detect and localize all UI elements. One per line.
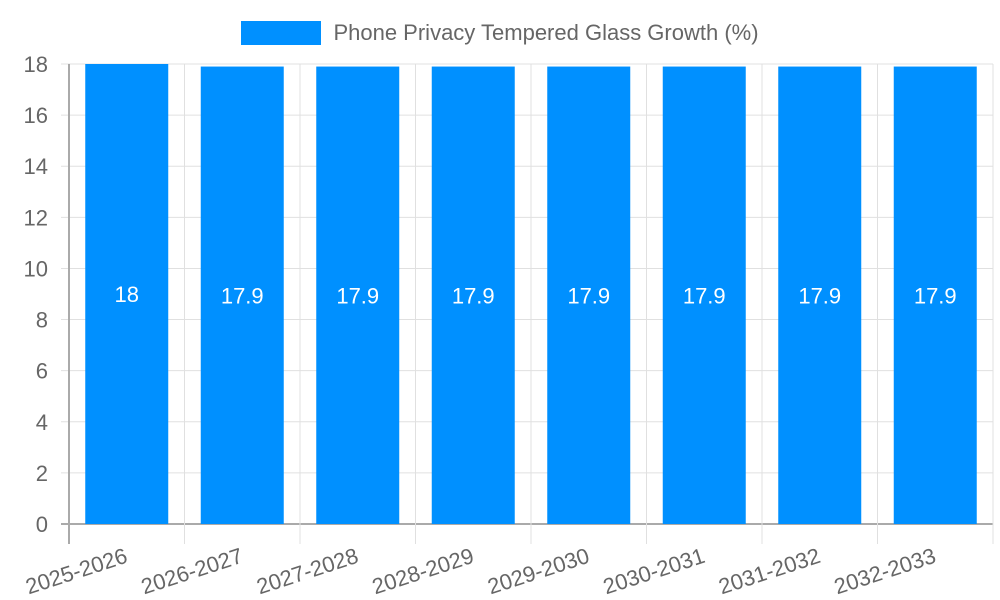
x-tick-label: 2026-2027 bbox=[138, 543, 246, 599]
x-tick-label: 2031-2032 bbox=[716, 543, 824, 599]
legend-swatch[interactable] bbox=[241, 21, 322, 45]
bar-value-label: 17.9 bbox=[336, 283, 379, 308]
chart-legend: Phone Privacy Tempered Glass Growth (%) bbox=[0, 20, 1000, 46]
y-tick-label: 10 bbox=[24, 256, 48, 281]
x-tick-label: 2030-2031 bbox=[600, 543, 708, 599]
bar[interactable] bbox=[431, 66, 515, 525]
bar-value-label: 18 bbox=[115, 282, 139, 307]
bar[interactable] bbox=[316, 66, 400, 525]
bar[interactable] bbox=[893, 66, 977, 525]
bar-value-label: 17.9 bbox=[221, 283, 264, 308]
x-tick-label: 2028-2029 bbox=[369, 543, 477, 599]
y-tick-label: 18 bbox=[24, 52, 48, 77]
bar-value-label: 17.9 bbox=[914, 283, 957, 308]
bar-value-label: 17.9 bbox=[452, 283, 495, 308]
y-tick-label: 2 bbox=[36, 461, 48, 486]
x-tick-label: 2029-2030 bbox=[485, 543, 593, 599]
legend-label: Phone Privacy Tempered Glass Growth (%) bbox=[333, 20, 759, 45]
y-tick-label: 12 bbox=[24, 205, 48, 230]
y-tick-label: 14 bbox=[24, 154, 48, 179]
y-tick-label: 8 bbox=[36, 308, 48, 333]
x-tick-label: 2032-2033 bbox=[831, 543, 939, 599]
bar[interactable] bbox=[662, 66, 746, 525]
y-tick-label: 6 bbox=[36, 359, 48, 384]
bar[interactable] bbox=[85, 64, 169, 524]
bar[interactable] bbox=[200, 66, 284, 525]
x-tick-label: 2027-2028 bbox=[254, 543, 362, 599]
bar-value-label: 17.9 bbox=[798, 283, 841, 308]
bar[interactable] bbox=[547, 66, 631, 525]
y-tick-label: 16 bbox=[24, 103, 48, 128]
x-tick-label: 2025-2026 bbox=[23, 543, 131, 599]
bar-value-label: 17.9 bbox=[683, 283, 726, 308]
y-tick-label: 4 bbox=[36, 410, 48, 435]
y-tick-label: 0 bbox=[36, 512, 48, 537]
bar[interactable] bbox=[778, 66, 862, 525]
bar-value-label: 17.9 bbox=[567, 283, 610, 308]
